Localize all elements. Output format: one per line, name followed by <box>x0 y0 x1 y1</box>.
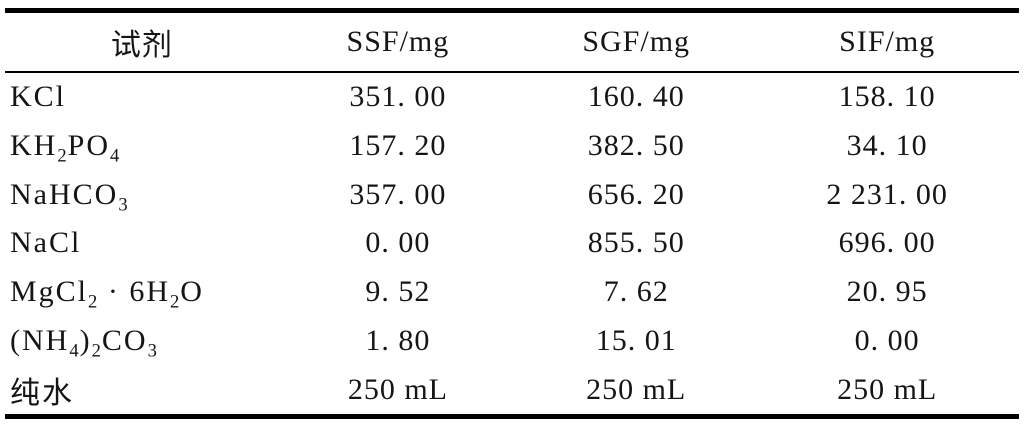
value-cell: 9. 52 <box>365 275 431 309</box>
formula-text: ) <box>79 323 92 357</box>
value-cell: 382. 50 <box>587 129 685 163</box>
value-cell: 160. 40 <box>587 80 685 114</box>
header-row: 试剂 SSF/mg SGF/mg SIF/mg <box>5 10 1019 73</box>
value-cell: 696. 00 <box>838 226 936 260</box>
value-cell: 351. 00 <box>349 80 447 114</box>
table-body: KCl 351. 00 160. 40 158. 10 KH2PO4 157. 20 382… <box>5 72 1019 417</box>
value-cell: 656. 20 <box>587 177 685 211</box>
reagent-cell: NaHCO3 <box>5 170 279 219</box>
formula-subscript: 4 <box>69 340 80 362</box>
formula-text: O <box>180 275 204 309</box>
table-row: KH2PO4 157. 20 382. 50 34. 10 <box>5 122 1019 171</box>
formula-text: 6H <box>129 275 170 309</box>
table-row: (NH4)2CO3 1. 80 15. 01 0. 00 <box>5 317 1019 366</box>
reagent-cell: KH2PO4 <box>5 122 279 171</box>
value-cell: 34. 10 <box>846 129 928 163</box>
table-row: NaCl 0. 00 855. 50 696. 00 <box>5 219 1019 268</box>
reagent-cell: 纯水 <box>5 365 279 416</box>
table-row: 纯水 250 mL 250 mL 250 mL <box>5 365 1019 416</box>
formula-subscript: 3 <box>118 194 129 216</box>
formula-text: KH <box>10 129 58 163</box>
reagent-table: 试剂 SSF/mg SGF/mg SIF/mg KCl 351. 00 160. 4… <box>5 8 1019 419</box>
reagent-cell: KCl <box>5 72 279 122</box>
value-cell: 7. 62 <box>603 275 669 309</box>
column-header-reagent: 试剂 <box>5 10 279 73</box>
value-cell: 357. 00 <box>349 177 447 211</box>
reagent-cell: NaCl <box>5 219 279 268</box>
column-header-ssf: SSF/mg <box>278 10 518 73</box>
formula-text: CO <box>101 323 148 357</box>
table-header: 试剂 SSF/mg SGF/mg SIF/mg <box>5 10 1019 73</box>
value-cell: 2 231. 00 <box>826 177 948 211</box>
value-cell: 157. 20 <box>349 129 447 163</box>
formula-text: MgCl <box>10 275 89 309</box>
value-cell: 158. 10 <box>838 80 936 114</box>
reagent-cell: MgCl2 · 6H2O <box>5 268 279 317</box>
formula-subscript: 2 <box>170 291 181 313</box>
formula-subscript: 2 <box>91 340 102 362</box>
formula-subscript: 4 <box>110 145 121 167</box>
value-cell: 1. 80 <box>365 323 431 357</box>
value-cell: 855. 50 <box>587 226 685 260</box>
formula-text: (NH <box>10 323 70 357</box>
formula-subscript: 2 <box>88 291 99 313</box>
column-header-sgf: SGF/mg <box>517 10 756 73</box>
value-cell: 250 mL <box>586 372 687 406</box>
value-cell: 250 mL <box>347 372 448 406</box>
formula-text: PO <box>67 129 110 163</box>
table-row: MgCl2 · 6H2O 9. 52 7. 62 20. 95 <box>5 268 1019 317</box>
formula-subscript: 2 <box>57 145 68 167</box>
formula-text: · <box>98 275 130 309</box>
formula-text: NaCl <box>10 226 82 260</box>
value-cell: 15. 01 <box>595 323 677 357</box>
value-cell: 0. 00 <box>854 323 920 357</box>
value-cell: 0. 00 <box>365 226 431 260</box>
table-row: KCl 351. 00 160. 40 158. 10 <box>5 72 1019 122</box>
formula-text: 纯水 <box>10 376 74 410</box>
formula-text: NaHCO <box>10 177 119 211</box>
value-cell: 20. 95 <box>846 275 928 309</box>
column-header-sif: SIF/mg <box>755 10 1019 73</box>
formula-text: KCl <box>10 80 67 114</box>
table-row: NaHCO3 357. 00 656. 20 2 231. 00 <box>5 170 1019 219</box>
reagent-cell: (NH4)2CO3 <box>5 317 279 366</box>
value-cell: 250 mL <box>837 372 938 406</box>
formula-subscript: 3 <box>147 340 158 362</box>
reagent-table-container: 试剂 SSF/mg SGF/mg SIF/mg KCl 351. 00 160. 4… <box>5 8 1019 419</box>
